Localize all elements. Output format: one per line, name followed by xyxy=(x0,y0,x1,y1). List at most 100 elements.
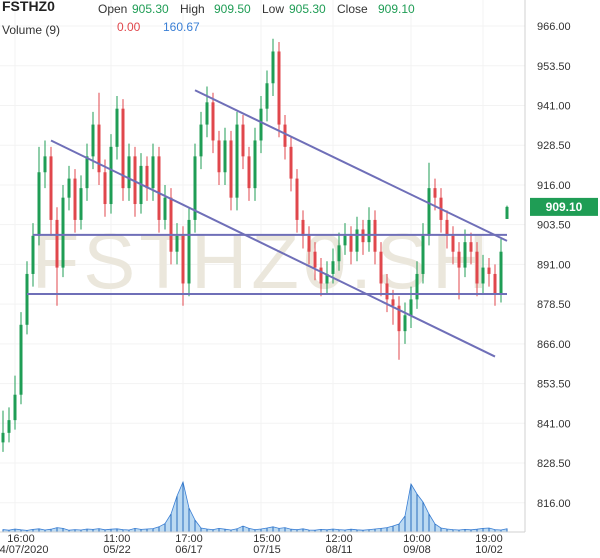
candle-body xyxy=(49,156,53,220)
trend-line xyxy=(194,89,508,242)
candle-body xyxy=(235,124,239,198)
header-label: Close xyxy=(337,2,368,16)
y-tick-label: 903.50 xyxy=(537,220,571,232)
candle-body xyxy=(115,108,119,147)
x-tick-label: 17:00 xyxy=(175,533,203,545)
candle-body xyxy=(43,156,47,173)
x-tick-label: 08/11 xyxy=(326,544,353,556)
candle-body xyxy=(481,267,485,284)
candle-body xyxy=(265,83,269,109)
candle-body xyxy=(13,394,17,421)
watermark: FSTHZ0.SH xyxy=(32,217,493,305)
candle-body xyxy=(349,235,353,252)
candle-body xyxy=(61,197,65,268)
candle-body xyxy=(493,273,497,294)
candle-body xyxy=(199,124,203,157)
candle-body xyxy=(37,172,41,236)
header-value: 905.30 xyxy=(289,2,326,16)
y-tick-label: 816.00 xyxy=(537,498,571,510)
candle-body xyxy=(433,188,437,198)
x-tick-label: 06/17 xyxy=(175,544,203,556)
y-tick-label: 916.00 xyxy=(537,180,571,192)
candle-body xyxy=(427,188,431,236)
last-price-badge xyxy=(530,197,598,216)
header-value: 909.10 xyxy=(378,2,415,16)
y-tick-label: 953.50 xyxy=(537,61,571,73)
candle-body xyxy=(379,251,383,284)
candle-body xyxy=(31,235,35,274)
candle-body xyxy=(421,235,425,274)
trend-line xyxy=(50,139,496,358)
candle-body xyxy=(223,140,227,173)
candle-body xyxy=(109,146,113,205)
candle-body xyxy=(385,283,389,300)
candle-body xyxy=(25,273,29,325)
candle-body xyxy=(325,273,329,284)
plot xyxy=(1,38,509,533)
candle-body xyxy=(409,299,413,316)
candle-body xyxy=(451,235,455,252)
candle-body xyxy=(133,156,137,205)
header-value: 905.30 xyxy=(132,2,169,16)
candle-body xyxy=(85,156,89,189)
header: Open 905.30 High 909.50 Low 905.30 Close 909.10 xyxy=(98,2,415,16)
candle-body xyxy=(469,242,473,252)
candle-body xyxy=(79,188,83,220)
y-tick-label: 878.50 xyxy=(537,299,571,311)
candle-body xyxy=(175,235,179,252)
candle-body xyxy=(313,251,317,268)
x-tick-label: 10/02 xyxy=(475,544,503,556)
candle-body xyxy=(19,324,23,395)
candle-body xyxy=(1,432,5,443)
candle-body xyxy=(505,206,509,219)
y-tick-label: 928.50 xyxy=(537,140,571,152)
candle-body xyxy=(145,165,149,189)
candle-body xyxy=(163,197,167,220)
y-tick-label: 841.00 xyxy=(537,418,571,430)
candle-body xyxy=(157,156,161,220)
candle-body xyxy=(211,102,215,141)
candle-body xyxy=(277,51,281,125)
candle-body xyxy=(229,140,233,198)
candle-body xyxy=(301,219,305,236)
volume-title: Volume (9) xyxy=(2,23,60,37)
candle-body xyxy=(271,51,275,84)
candle-body xyxy=(127,156,131,189)
candle-body xyxy=(499,251,503,294)
candle-body xyxy=(415,273,419,300)
y-tick-label: 891.00 xyxy=(537,259,571,271)
candle-body xyxy=(253,140,257,189)
x-tick-label: 04/07/2020 xyxy=(0,544,49,556)
y-tick-label: 853.50 xyxy=(537,379,571,391)
candle-body xyxy=(355,229,359,252)
candle-body xyxy=(475,251,479,284)
candle-body xyxy=(307,235,311,252)
y-tick-label: 828.50 xyxy=(537,458,571,470)
candle-body xyxy=(97,124,101,173)
candle-body xyxy=(247,156,251,189)
volume-value: 160.67 xyxy=(163,20,200,34)
last-price-label: 909.10 xyxy=(546,200,583,214)
candle-body xyxy=(67,178,71,198)
candle-body xyxy=(337,245,341,262)
candle-body xyxy=(391,299,395,306)
candle-body xyxy=(319,267,323,284)
x-tick-label: 10:00 xyxy=(403,533,431,545)
candle-body xyxy=(217,140,221,173)
candle-body xyxy=(181,235,185,284)
candle-body xyxy=(193,156,197,220)
candle-body xyxy=(463,242,467,268)
candle-body xyxy=(169,197,173,252)
header-value: 909.50 xyxy=(214,2,251,16)
header-label: Open xyxy=(98,2,127,16)
candle-body xyxy=(367,219,371,243)
candle-body xyxy=(55,219,59,268)
candle-body xyxy=(103,172,107,205)
candle-body xyxy=(121,108,125,189)
candle-body xyxy=(259,108,263,141)
x-tick-label: 15:00 xyxy=(253,533,281,545)
x-tick-label: 19:00 xyxy=(475,533,503,545)
y-tick-label: 866.00 xyxy=(537,339,571,351)
candle-body xyxy=(331,261,335,274)
candle-body xyxy=(91,124,95,157)
